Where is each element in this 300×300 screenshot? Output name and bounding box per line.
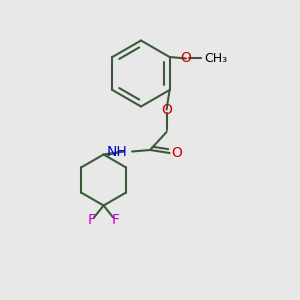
- Text: O: O: [161, 103, 172, 116]
- Text: CH₃: CH₃: [205, 52, 228, 65]
- Text: O: O: [171, 146, 182, 160]
- Text: NH: NH: [107, 145, 128, 158]
- Text: F: F: [88, 214, 96, 227]
- Text: F: F: [112, 214, 120, 227]
- Text: O: O: [181, 52, 191, 65]
